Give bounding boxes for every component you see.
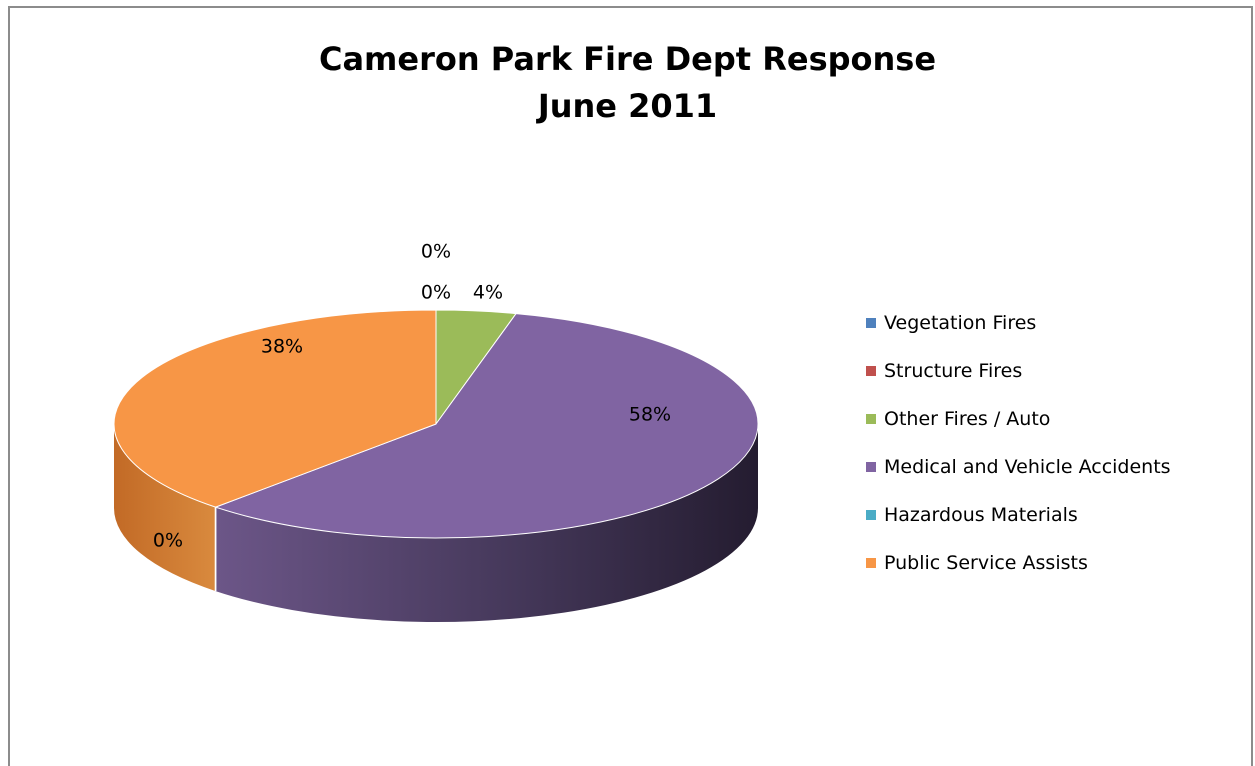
legend-label: Medical and Vehicle Accidents — [884, 456, 1171, 478]
data-label-vegetation-fires: 0% — [421, 241, 451, 263]
legend-label: Vegetation Fires — [884, 312, 1037, 334]
legend-label: Public Service Assists — [884, 552, 1088, 574]
data-label-structure-fires: 0% — [421, 282, 451, 304]
pie-chart: 0% 0% 4% 58% 0% 38% — [113, 241, 759, 622]
data-label-public-service-assists: 38% — [261, 336, 303, 358]
data-label-other-fires-auto: 4% — [473, 282, 503, 304]
pie-sides — [114, 424, 759, 622]
pie-slice-medical-and-vehicle-accidents — [215, 313, 759, 539]
legend-swatch — [866, 414, 876, 424]
chart-title-line-1: Cameron Park Fire Dept Response — [318, 40, 937, 78]
chart-title: Cameron Park Fire Dept Response June 201… — [0, 36, 1255, 130]
legend-label: Other Fires / Auto — [884, 408, 1051, 430]
legend-swatch — [866, 462, 876, 472]
pie-tops — [113, 309, 759, 539]
pie-side-public-service-assists — [114, 424, 216, 592]
legend-label: Hazardous Materials — [884, 504, 1078, 526]
legend-swatch — [866, 318, 876, 328]
legend-swatch — [866, 366, 876, 376]
legend-swatch — [866, 510, 876, 520]
data-label-medical-and-vehicle-accidents: 58% — [629, 404, 671, 426]
data-label-hazardous-materials: 0% — [153, 530, 183, 552]
pie-slice-public-service-assists — [113, 309, 437, 508]
legend-label: Structure Fires — [884, 360, 1023, 382]
pie-side-medical-and-vehicle-accidents — [215, 424, 759, 622]
legend-swatch — [866, 558, 876, 568]
pie-labels: 0% 0% 4% 58% 0% 38% — [153, 241, 671, 552]
chart-title-line-2: June 2011 — [537, 87, 718, 125]
